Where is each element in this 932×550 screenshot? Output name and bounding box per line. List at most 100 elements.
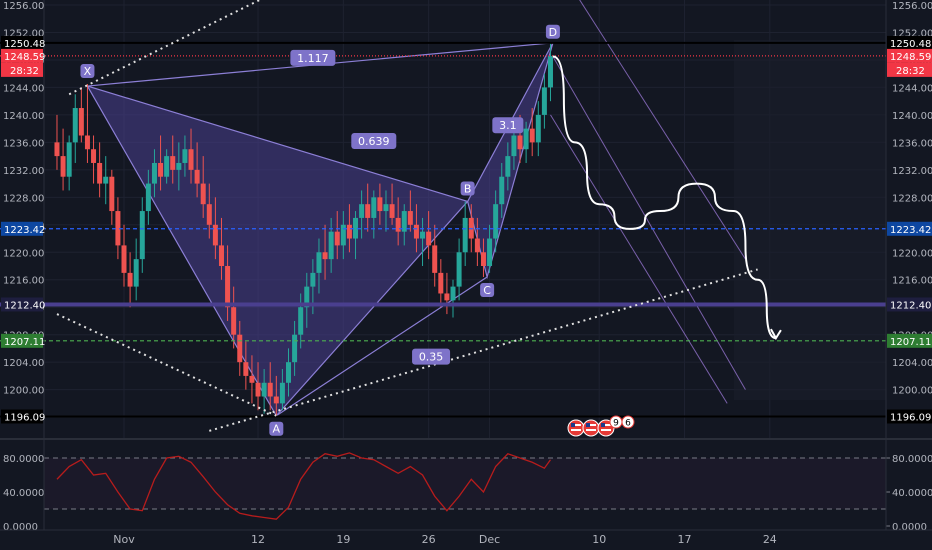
price-level-tag-right[interactable]: 1250.48: [887, 35, 932, 50]
candle: [286, 348, 291, 397]
candle: [237, 320, 243, 376]
price-tick-right: 1252.00: [892, 28, 932, 39]
horizontal-levels[interactable]: [0, 41, 886, 418]
price-level-tag-right[interactable]: 1196.09: [887, 409, 932, 424]
rsi-axis-label-right: 40.0000: [892, 488, 932, 499]
candle: [176, 142, 182, 191]
candle: [54, 114, 60, 170]
candle: [109, 169, 115, 225]
trend-line-dotted[interactable]: [56, 313, 277, 417]
price-level-tag-left[interactable]: 1250.48: [1, 35, 45, 50]
candle: [541, 73, 547, 129]
candle-body: [474, 238, 480, 253]
rsi-line[interactable]: [56, 452, 552, 520]
candle-body: [353, 217, 359, 239]
point-label-text: A: [273, 423, 281, 436]
price-tag-text: 1248.59: [890, 52, 931, 63]
candle: [535, 101, 541, 157]
candle: [328, 217, 334, 273]
price-tag-text: 1223.42: [4, 225, 45, 236]
price-tag-text: 1223.42: [890, 225, 931, 236]
event-count-badge[interactable]: 6: [621, 415, 635, 429]
pattern-point-d: D: [545, 24, 560, 39]
flag-canton: [571, 423, 575, 427]
candle-body: [231, 307, 237, 335]
price-tag-bg: [887, 221, 932, 236]
flag-stripe: [586, 429, 596, 431]
price-axis[interactable]: 1200.001200.001204.001204.001208.001208.…: [1, 0, 932, 530]
price-tick-right: 1204.00: [892, 358, 932, 369]
price-level-tag-left[interactable]: 1196.09: [1, 409, 45, 424]
event-badge-bg: [621, 415, 635, 429]
candle: [365, 183, 371, 232]
candle-body: [505, 156, 511, 177]
candle: [462, 201, 468, 267]
point-label-text: X: [84, 65, 92, 78]
ratio-label-text: 0.35: [419, 351, 444, 364]
trend-line-dotted[interactable]: [68, 0, 270, 96]
candle: [456, 238, 462, 301]
forecast-zone: [734, 40, 886, 400]
channel-line[interactable]: [557, 0, 746, 260]
price-tick-left: 1200.00: [3, 386, 44, 397]
price-level-tag-left[interactable]: 1248.59 28:32: [1, 48, 45, 77]
point-label-bg: [545, 24, 560, 39]
time-tick-label: 24: [763, 533, 777, 546]
candle-body: [389, 204, 395, 218]
candle: [72, 94, 78, 163]
price-tag-bg: [887, 409, 932, 424]
candle-body: [97, 162, 103, 184]
channel-line[interactable]: [552, 56, 746, 390]
candle-body: [127, 272, 133, 287]
price-tick-right: 1200.00: [892, 386, 932, 397]
pattern-point-labels: X A B C D: [80, 24, 560, 436]
price-level-tag-right[interactable]: 1207.11: [887, 333, 932, 348]
price-tick-left: 1244.00: [3, 83, 44, 94]
rsi-pane[interactable]: 0.0000 0.0000 40.0000 40.0000 80.0000 80.0000: [0, 440, 932, 533]
ratio-label-bg: [351, 132, 397, 149]
rsi-band: [44, 458, 886, 509]
flag-stripe: [571, 429, 581, 431]
candle: [438, 259, 444, 308]
xab-triangle[interactable]: [86, 85, 469, 417]
ratio-label-bg: [290, 49, 336, 66]
price-tag-text: 1207.11: [4, 337, 45, 348]
price-tick-left: 1220.00: [3, 248, 44, 259]
candle: [115, 197, 121, 260]
projection-path[interactable]: [552, 55, 777, 340]
candle: [334, 211, 340, 260]
price-level-tag-right[interactable]: 1248.59 28:32: [887, 48, 932, 77]
candle: [450, 279, 456, 318]
candle-body: [450, 286, 456, 301]
time-axis[interactable]: Nov 12 19 26 Dec 10 17 24: [0, 529, 932, 546]
candle-body: [109, 176, 115, 212]
candle-body: [413, 224, 419, 239]
candle-body: [273, 396, 279, 404]
projection-arrow[interactable]: [552, 55, 782, 341]
candle: [389, 183, 395, 225]
us-flag-icon[interactable]: [567, 419, 585, 437]
flag-bg: [567, 419, 585, 437]
price-level-tag-left[interactable]: 1212.40: [1, 297, 45, 312]
candle: [487, 224, 493, 273]
candle-body: [444, 293, 450, 301]
trend-lines[interactable]: [56, 0, 758, 432]
price-level-tag-right[interactable]: 1212.40: [887, 297, 932, 312]
rsi-axis-label-right: 0.0000: [892, 522, 927, 533]
ratio-label-text: 3.1: [499, 119, 517, 132]
ratio-label: 1.117: [290, 49, 336, 66]
candle-body: [194, 169, 200, 184]
candle-body: [206, 204, 212, 225]
price-level-tag-left[interactable]: 1223.42: [1, 221, 45, 236]
us-flag-icon[interactable]: [582, 419, 600, 437]
price-level-tag-right[interactable]: 1223.42: [887, 221, 932, 236]
candle-body: [547, 55, 553, 88]
candle-body: [432, 245, 438, 273]
event-count-badge[interactable]: 9: [609, 415, 623, 429]
price-tag-bg: [1, 297, 43, 312]
price-level-tag-left[interactable]: 1207.11: [1, 333, 45, 348]
channel-line[interactable]: [550, 114, 728, 404]
candle: [480, 238, 486, 277]
